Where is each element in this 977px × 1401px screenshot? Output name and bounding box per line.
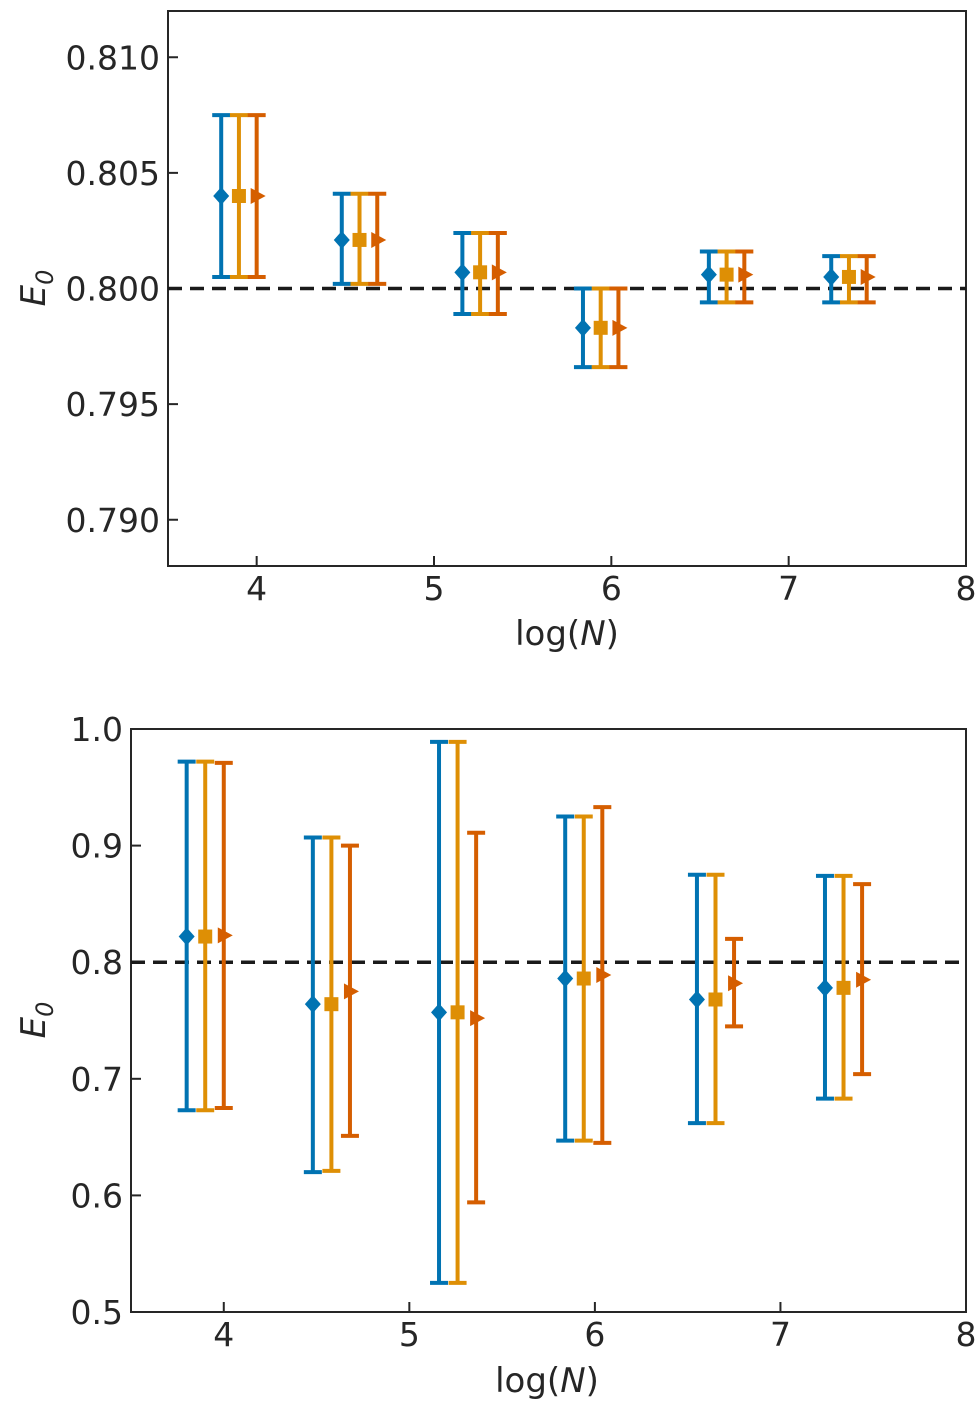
top-chart-point-square bbox=[231, 189, 246, 203]
bottom-chart-point-square bbox=[198, 929, 213, 944]
top-chart-point-diamond bbox=[454, 263, 471, 282]
bottom-chart-y-tick-label: 0.6 bbox=[71, 1176, 123, 1215]
top-chart-x-tick-label: 5 bbox=[424, 569, 445, 608]
bottom-chart-y-axis-label: E0 bbox=[14, 1002, 59, 1039]
bottom-chart-x-tick-label: 7 bbox=[770, 1315, 791, 1354]
bottom-chart-x-tick-label: 8 bbox=[956, 1315, 977, 1354]
top-chart-point-triangle-right bbox=[860, 268, 876, 285]
top-chart-point-square bbox=[719, 267, 734, 282]
bottom-chart-x-tick-label: 6 bbox=[584, 1315, 605, 1354]
top-chart-point-triangle-right bbox=[738, 266, 754, 283]
bottom-chart-x-axis-label: log(N) bbox=[495, 1361, 599, 1401]
bottom-chart-point-triangle-right bbox=[596, 967, 612, 984]
top-chart-point-square bbox=[841, 269, 856, 284]
top-chart-x-tick-label: 8 bbox=[956, 569, 977, 608]
bottom-chart-point-triangle-right bbox=[470, 1010, 486, 1027]
bottom-chart-point-square bbox=[576, 971, 591, 986]
bottom-chart-y-tick-label: 0.8 bbox=[71, 943, 123, 982]
bottom-chart-point-diamond bbox=[688, 990, 705, 1009]
bottom-chart-y-tick-label: 1.0 bbox=[71, 710, 123, 749]
top-chart-point-triangle-right bbox=[371, 231, 387, 248]
top-chart-x-tick-label: 4 bbox=[246, 569, 267, 608]
bottom-chart-y-tick-label: 0.7 bbox=[71, 1060, 123, 1099]
bottom-chart-y-tick-label: 0.5 bbox=[71, 1293, 123, 1332]
top-chart-point-square bbox=[593, 320, 608, 335]
top-chart-point-triangle-right bbox=[250, 188, 266, 204]
top-chart-point-square bbox=[473, 265, 488, 280]
bottom-chart-point-diamond bbox=[431, 1003, 448, 1022]
top-chart-point-diamond bbox=[333, 230, 350, 249]
bottom-chart-point-diamond bbox=[816, 978, 833, 997]
bottom-chart-point-diamond bbox=[304, 995, 321, 1014]
bottom-chart-x-tick-label: 4 bbox=[213, 1315, 234, 1354]
top-chart-x-tick-label: 6 bbox=[601, 569, 622, 608]
bottom-chart-y-tick-label: 0.9 bbox=[71, 827, 123, 866]
bottom-chart-point-square bbox=[708, 992, 723, 1007]
bottom-chart-point-square bbox=[324, 997, 339, 1012]
bottom-chart-point-square bbox=[836, 980, 851, 995]
top-chart-y-tick-label: 0.810 bbox=[66, 38, 160, 77]
top-chart-y-tick-label: 0.790 bbox=[66, 501, 160, 540]
bottom-chart-x-tick-label: 5 bbox=[399, 1315, 420, 1354]
top-chart-point-triangle-right bbox=[491, 264, 507, 281]
bottom-chart-frame bbox=[130, 728, 967, 1313]
top-chart-y-tick-label: 0.800 bbox=[66, 270, 160, 309]
top-chart-y-tick-label: 0.805 bbox=[66, 154, 160, 193]
top-chart-point-diamond bbox=[574, 318, 591, 337]
top-chart-point-triangle-right bbox=[612, 319, 628, 336]
bottom-chart-point-triangle-right bbox=[856, 971, 872, 988]
bottom-chart-point-square bbox=[450, 1005, 465, 1020]
top-chart-point-diamond bbox=[823, 267, 840, 286]
top-chart-point-diamond bbox=[700, 265, 717, 284]
top-chart-point-diamond bbox=[213, 187, 230, 205]
top-chart-x-tick-label: 7 bbox=[778, 569, 799, 608]
bottom-chart-point-diamond bbox=[178, 927, 195, 946]
top-chart-point-square bbox=[352, 232, 367, 247]
top-chart-x-axis-label: log(N) bbox=[515, 614, 619, 654]
bottom-chart-point-diamond bbox=[557, 969, 574, 988]
bottom-chart-point-triangle-right bbox=[343, 983, 359, 1000]
bottom-chart-point-triangle-right bbox=[728, 975, 744, 992]
top-chart: log(N) E0 4 5 6 7 8 0.790 0.795 0.800 0.805 0.810 bbox=[14, 10, 977, 654]
top-chart-y-tick-label: 0.795 bbox=[66, 385, 160, 424]
bottom-chart-point-triangle-right bbox=[217, 927, 233, 944]
top-chart-y-axis-label: E0 bbox=[14, 270, 59, 307]
bottom-chart: log(N) E0 4 5 6 7 8 0.5 0.6 0.7 0.8 0.9 1.0 bbox=[14, 710, 977, 1401]
